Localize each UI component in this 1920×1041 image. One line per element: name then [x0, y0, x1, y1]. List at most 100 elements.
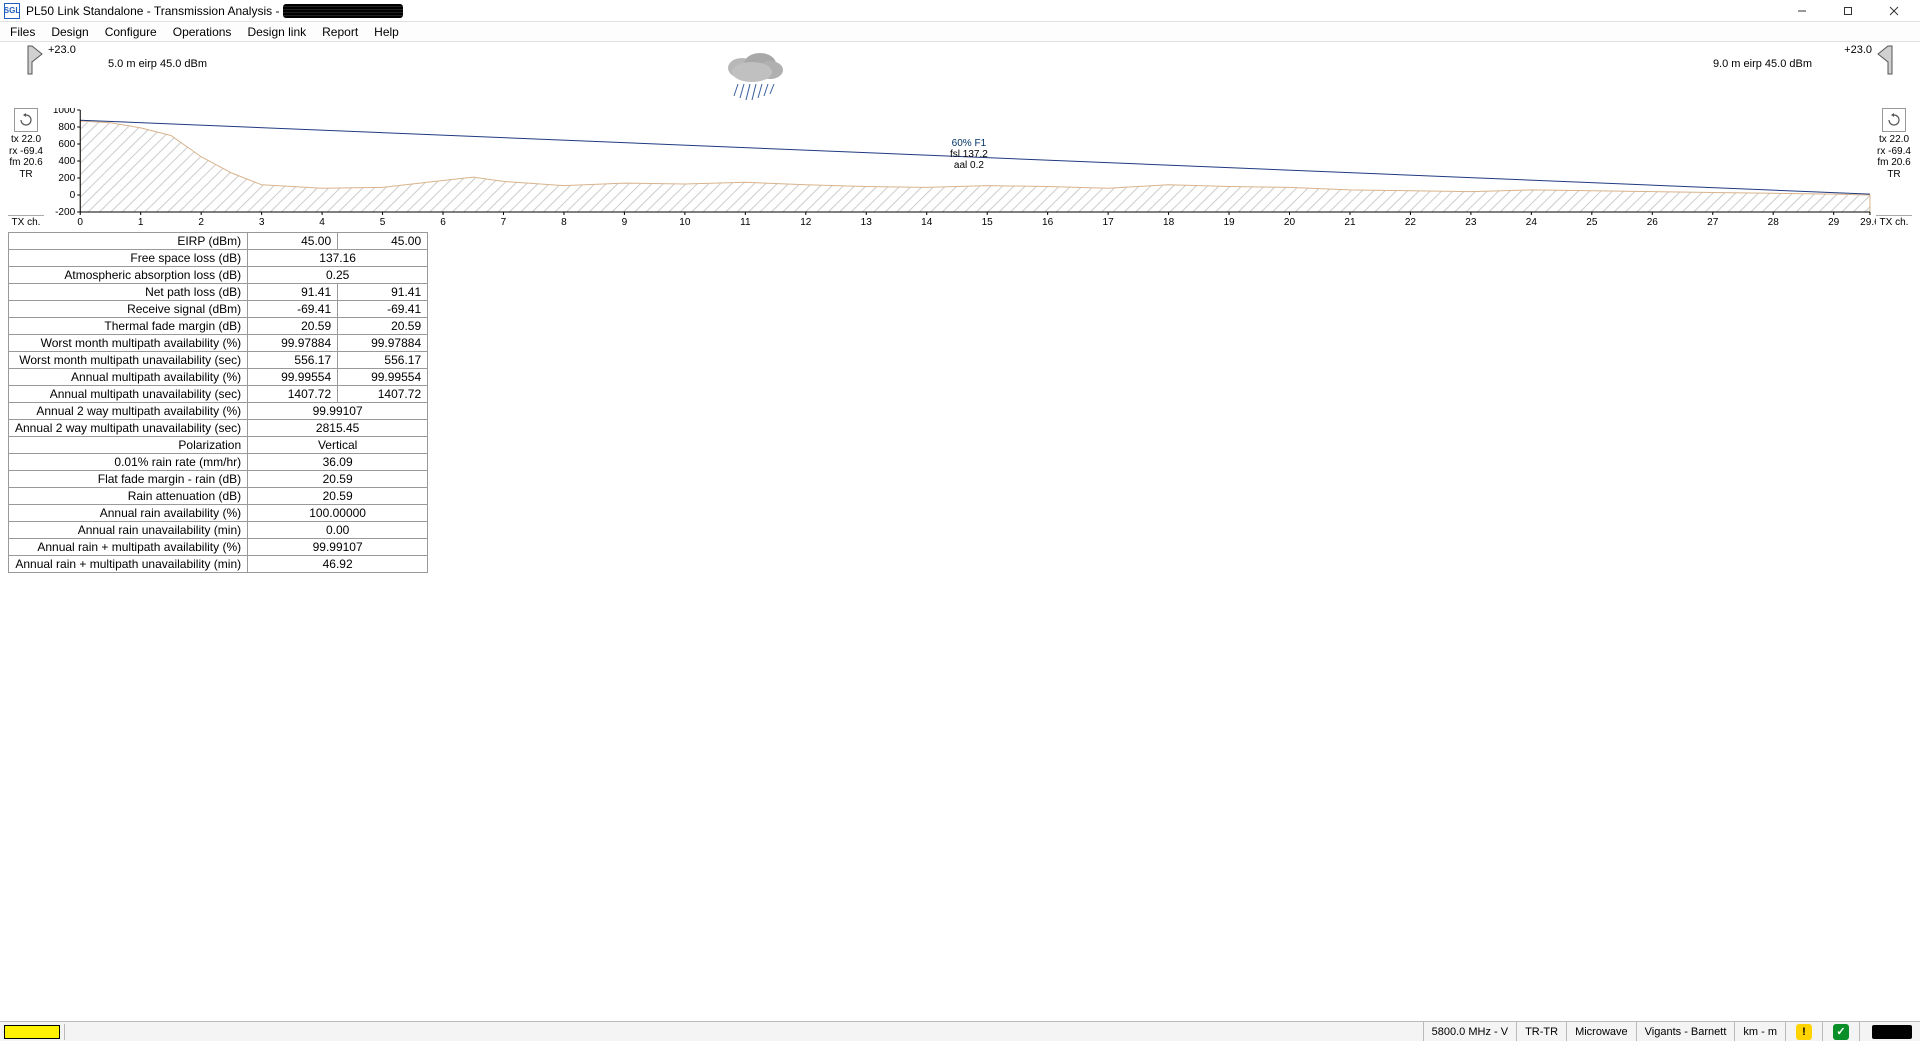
- antenna-right: +23.0: [1840, 44, 1894, 76]
- svg-text:14: 14: [921, 217, 933, 228]
- title-bar: SGL PL50 Link Standalone - Transmission …: [0, 0, 1920, 22]
- svg-text:4: 4: [319, 217, 325, 228]
- row-label: Annual multipath availability (%): [9, 369, 248, 386]
- menu-item-files[interactable]: Files: [2, 23, 43, 41]
- side-fm: fm 20.6: [8, 157, 44, 169]
- side-tx: tx 22.0: [1876, 134, 1912, 146]
- row-value-b: 99.97884: [338, 335, 428, 352]
- side-txch[interactable]: TX ch.: [1876, 215, 1912, 229]
- row-value: Vertical: [248, 437, 428, 454]
- eirp-left-label: 5.0 m eirp 45.0 dBm: [108, 58, 207, 70]
- side-txch[interactable]: TX ch.: [8, 215, 44, 229]
- status-segment[interactable]: 5800.0 MHz - V: [1423, 1022, 1516, 1041]
- menu-item-help[interactable]: Help: [366, 23, 407, 41]
- status-segment[interactable]: Vigants - Barnett: [1636, 1022, 1735, 1041]
- row-label: Annual rain + multipath availability (%): [9, 539, 248, 556]
- table-row: PolarizationVertical: [9, 437, 428, 454]
- row-label: Receive signal (dBm): [9, 301, 248, 318]
- row-value-b: 20.59: [338, 318, 428, 335]
- svg-text:1: 1: [138, 217, 144, 228]
- svg-text:25: 25: [1586, 217, 1598, 228]
- svg-text:11: 11: [740, 217, 751, 228]
- row-value-a: 556.17: [248, 352, 338, 369]
- row-value: 20.59: [248, 488, 428, 505]
- row-label: Atmospheric absorption loss (dB): [9, 267, 248, 284]
- side-panel-right: tx 22.0 rx -69.4 fm 20.6 TR TX ch.: [1876, 108, 1912, 228]
- svg-text:5: 5: [380, 217, 386, 228]
- maximize-button[interactable]: [1826, 1, 1870, 21]
- table-row: Net path loss (dB)91.4191.41: [9, 284, 428, 301]
- results-table: EIRP (dBm)45.0045.00Free space loss (dB)…: [8, 232, 428, 573]
- row-value-b: -69.41: [338, 301, 428, 318]
- svg-text:8: 8: [561, 217, 567, 228]
- menu-item-design[interactable]: Design: [43, 23, 96, 41]
- row-value-a: 1407.72: [248, 386, 338, 403]
- close-button[interactable]: [1872, 1, 1916, 21]
- row-value: 99.99107: [248, 539, 428, 556]
- svg-text:10: 10: [679, 217, 691, 228]
- menu-item-design-link[interactable]: Design link: [239, 23, 314, 41]
- svg-text:3: 3: [259, 217, 265, 228]
- antenna-icon: [1876, 44, 1894, 76]
- side-fm: fm 20.6: [1876, 157, 1912, 169]
- svg-text:13: 13: [861, 217, 873, 228]
- table-row: Annual rain + multipath availability (%)…: [9, 539, 428, 556]
- svg-text:1000: 1000: [53, 108, 76, 116]
- fsl-label: fsl 137.2: [950, 149, 988, 160]
- status-warn-icon[interactable]: !: [1785, 1022, 1822, 1041]
- svg-text:20: 20: [1284, 217, 1296, 228]
- menu-item-configure[interactable]: Configure: [97, 23, 165, 41]
- svg-text:24: 24: [1526, 217, 1538, 228]
- row-value: 36.09: [248, 454, 428, 471]
- status-redacted: [1859, 1022, 1920, 1041]
- chart-canvas[interactable]: 10008006004002000-2000123456789101112131…: [44, 108, 1876, 228]
- svg-text:26: 26: [1647, 217, 1659, 228]
- svg-text:2: 2: [198, 217, 204, 228]
- menu-item-operations[interactable]: Operations: [165, 23, 240, 41]
- svg-text:400: 400: [58, 156, 75, 167]
- menu-bar: FilesDesignConfigureOperationsDesign lin…: [0, 22, 1920, 42]
- refresh-icon[interactable]: [14, 108, 38, 132]
- table-row: Atmospheric absorption loss (dB)0.25: [9, 267, 428, 284]
- antenna-left: +23.0: [26, 44, 80, 76]
- table-row: Flat fade margin - rain (dB)20.59: [9, 471, 428, 488]
- table-row: Annual rain + multipath unavailability (…: [9, 556, 428, 573]
- window-buttons: [1780, 1, 1916, 21]
- status-ok-icon[interactable]: ✓: [1822, 1022, 1859, 1041]
- svg-text:0: 0: [70, 190, 76, 201]
- svg-text:200: 200: [58, 173, 75, 184]
- svg-text:29.6: 29.6: [1860, 217, 1876, 228]
- table-row: Annual multipath unavailability (sec)140…: [9, 386, 428, 403]
- refresh-icon[interactable]: [1882, 108, 1906, 132]
- antenna-icon: [26, 44, 44, 76]
- row-value-b: 1407.72: [338, 386, 428, 403]
- svg-text:15: 15: [982, 217, 994, 228]
- svg-text:12: 12: [800, 217, 812, 228]
- table-row: Annual multipath availability (%)99.9955…: [9, 369, 428, 386]
- row-label: Annual 2 way multipath unavailability (s…: [9, 420, 248, 437]
- svg-text:0: 0: [77, 217, 83, 228]
- rain-cloud-icon: [720, 50, 790, 106]
- table-row: Free space loss (dB)137.16: [9, 250, 428, 267]
- svg-text:17: 17: [1103, 217, 1115, 228]
- status-segment[interactable]: km - m: [1734, 1022, 1785, 1041]
- row-label: Annual rain availability (%): [9, 505, 248, 522]
- svg-text:27: 27: [1707, 217, 1719, 228]
- svg-text:29: 29: [1828, 217, 1840, 228]
- status-segment[interactable]: Microwave: [1566, 1022, 1636, 1041]
- table-row: Annual rain unavailability (min)0.00: [9, 522, 428, 539]
- status-segment[interactable]: TR-TR: [1516, 1022, 1566, 1041]
- row-label: Net path loss (dB): [9, 284, 248, 301]
- antenna-left-gain: +23.0: [48, 44, 76, 56]
- row-value-a: 20.59: [248, 318, 338, 335]
- table-row: Annual 2 way multipath availability (%)9…: [9, 403, 428, 420]
- path-profile-chart[interactable]: tx 22.0 rx -69.4 fm 20.6 TR TX ch. 10008…: [8, 108, 1912, 228]
- minimize-button[interactable]: [1780, 1, 1824, 21]
- svg-text:600: 600: [58, 139, 75, 150]
- row-label: EIRP (dBm): [9, 233, 248, 250]
- eirp-right-label: 9.0 m eirp 45.0 dBm: [1713, 58, 1812, 70]
- row-label: Worst month multipath unavailability (se…: [9, 352, 248, 369]
- row-value: 0.25: [248, 267, 428, 284]
- row-label: Rain attenuation (dB): [9, 488, 248, 505]
- menu-item-report[interactable]: Report: [314, 23, 366, 41]
